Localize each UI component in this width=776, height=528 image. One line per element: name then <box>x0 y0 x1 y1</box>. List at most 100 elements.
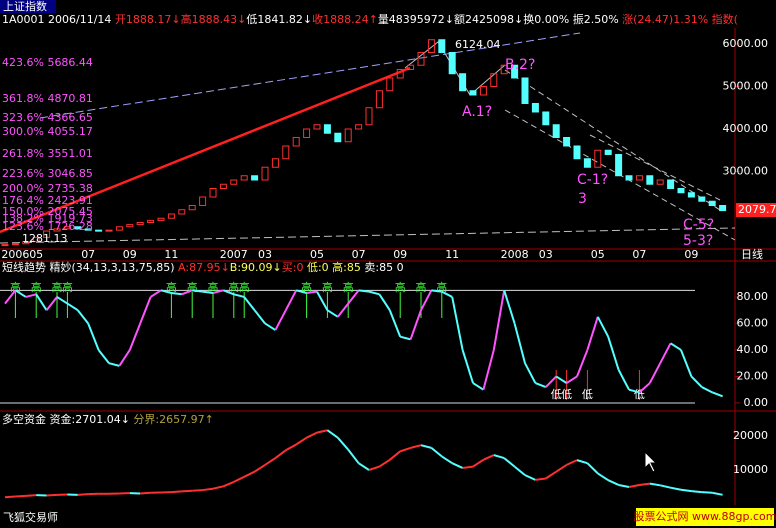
line-segment <box>347 448 360 464</box>
trend-line <box>0 227 736 244</box>
line-segment <box>171 490 182 494</box>
line-segment <box>618 483 630 488</box>
low-label: 1281.13 <box>22 232 68 245</box>
line-segment <box>45 296 58 311</box>
line-segment <box>617 369 630 391</box>
line-segment <box>15 494 26 498</box>
candle <box>105 229 113 232</box>
line-segment <box>503 457 516 468</box>
candle <box>313 124 321 130</box>
line-segment <box>243 470 256 478</box>
candle <box>115 226 123 231</box>
line-segment <box>680 488 692 493</box>
candle <box>407 64 415 70</box>
line-segment <box>399 335 411 341</box>
line-segment <box>295 436 308 446</box>
candle <box>365 107 373 126</box>
line-segment <box>431 289 442 293</box>
candle <box>178 209 186 215</box>
header-field: 高1888.43↓ <box>181 12 247 26</box>
x-tick-label: 05 <box>29 248 43 261</box>
line-segment <box>87 323 100 351</box>
candle <box>219 183 227 189</box>
line-segment <box>451 296 464 351</box>
header-field: 开1888.17↓ <box>115 13 181 26</box>
line-segment <box>35 293 48 311</box>
line-segment <box>316 429 328 434</box>
candle <box>469 90 477 96</box>
signal-label: 低 <box>634 388 645 401</box>
candle <box>282 145 290 160</box>
watermark-box <box>636 508 774 526</box>
signal-label: 高 <box>322 280 333 294</box>
header-field: 额2425098↓ <box>454 13 523 26</box>
line-segment <box>701 386 713 394</box>
line-segment <box>160 289 172 294</box>
fib-level: 300.0% 4055.17 <box>2 125 93 138</box>
x-tick-label: 03 <box>258 248 272 261</box>
line-segment <box>274 449 287 459</box>
line-segment <box>77 309 89 325</box>
line-segment <box>358 289 370 293</box>
line-segment <box>472 458 484 468</box>
signal-label: 高 <box>31 280 42 294</box>
candle <box>32 236 40 243</box>
line-segment <box>347 289 360 305</box>
wave-label: A.1? <box>462 104 492 120</box>
line-segment <box>441 290 453 298</box>
panel-title-part: 低:0 <box>307 261 332 274</box>
line-segment <box>691 490 702 494</box>
candle <box>334 132 342 143</box>
watermark: 股票公式网 www.88gp.com <box>634 510 776 523</box>
candle <box>594 149 602 168</box>
line-segment <box>535 477 546 481</box>
line-segment <box>524 474 536 481</box>
x-tick-label: 05 <box>310 248 324 261</box>
candle <box>63 226 71 230</box>
line-segment <box>659 484 671 489</box>
x-tick-label: 2006 <box>1 248 29 261</box>
line-segment <box>233 293 245 298</box>
line-segment <box>462 465 474 469</box>
y-tick-label: 20.00 <box>737 369 769 382</box>
line-segment <box>701 491 713 494</box>
trend-line <box>39 32 581 119</box>
candle <box>573 145 581 160</box>
panel-title: 多空资金 资金:2701.04↓ 分界:2657.97↑ <box>2 412 214 426</box>
window-title: 上证指数 <box>3 0 47 13</box>
line-segment <box>316 291 329 311</box>
line-segment <box>378 458 391 468</box>
x-tick-label: 2007 <box>220 248 248 261</box>
line-segment <box>545 375 557 388</box>
y-tick-label: 10000 <box>733 463 768 476</box>
line-segment <box>77 493 89 496</box>
fib-level: 223.6% 3046.85 <box>2 167 93 180</box>
signal-label: 高 <box>166 280 177 294</box>
line-segment <box>46 493 58 497</box>
line-segment <box>253 309 266 325</box>
line-segment <box>586 462 599 475</box>
candle <box>500 64 508 75</box>
y-tick-label: 3000.00 <box>723 164 769 177</box>
line-segment <box>659 342 672 364</box>
candle <box>427 39 435 53</box>
line-segment <box>212 289 224 294</box>
line-segment <box>492 290 506 351</box>
header-field: 2006/11/14 <box>45 13 115 26</box>
candle <box>521 77 529 104</box>
candle <box>677 187 685 194</box>
line-segment <box>607 479 620 486</box>
candle <box>646 175 654 185</box>
header-field: 量48395972↓ <box>378 13 454 26</box>
candle <box>22 241 30 245</box>
candle <box>531 102 539 113</box>
y-tick-label: 40.00 <box>737 343 769 356</box>
line-segment <box>295 289 307 294</box>
candle <box>667 179 675 189</box>
candle <box>188 204 196 211</box>
line-segment <box>524 362 537 384</box>
line-segment <box>410 444 422 449</box>
line-segment <box>368 465 380 471</box>
signal-label: 低 <box>561 388 572 401</box>
line-segment <box>108 362 120 367</box>
